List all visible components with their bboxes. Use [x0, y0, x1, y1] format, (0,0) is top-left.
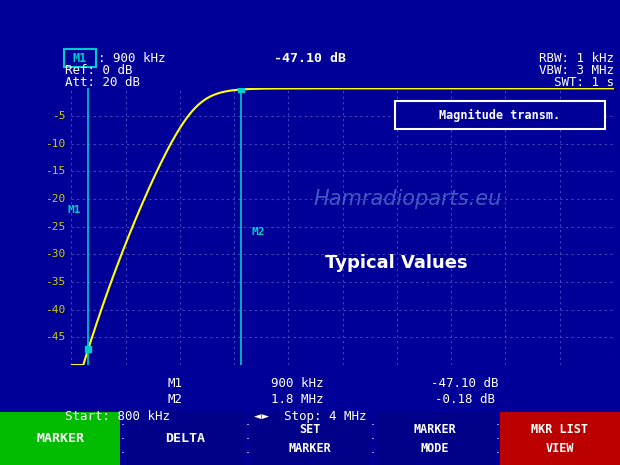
Text: M1: M1 [68, 205, 81, 215]
Text: : 900 kHz: : 900 kHz [98, 52, 166, 65]
Text: Att: 20 dB: Att: 20 dB [65, 76, 140, 89]
Text: Typical Values: Typical Values [326, 253, 468, 272]
Text: MKR LIST: MKR LIST [531, 423, 588, 436]
Text: -30: -30 [45, 249, 65, 259]
Text: ·: · [495, 447, 500, 460]
Text: MARKER: MARKER [36, 432, 84, 445]
Text: ·: · [371, 447, 374, 460]
Text: Ref: 0 dB: Ref: 0 dB [65, 64, 133, 77]
Text: M2: M2 [167, 393, 182, 406]
Text: ·: · [120, 433, 125, 446]
Text: -25: -25 [45, 222, 65, 232]
Text: -5: -5 [51, 111, 65, 121]
Text: ·: · [246, 447, 249, 460]
Text: SET: SET [299, 423, 321, 436]
Text: -47.10 dB: -47.10 dB [274, 52, 346, 65]
Text: MARKER: MARKER [414, 423, 456, 436]
Text: M1: M1 [167, 377, 182, 390]
Text: Magnitude transm.: Magnitude transm. [440, 108, 560, 122]
Text: -15: -15 [45, 166, 65, 176]
Text: ·: · [246, 433, 249, 446]
Text: -20: -20 [45, 194, 65, 204]
Text: -10: -10 [45, 139, 65, 149]
Text: Start: 800 kHz: Start: 800 kHz [65, 410, 170, 423]
Text: ·: · [120, 419, 125, 432]
Text: M1: M1 [73, 52, 87, 65]
Text: VBW: 3 MHz: VBW: 3 MHz [539, 64, 614, 77]
Text: 1.8 MHz: 1.8 MHz [272, 393, 324, 406]
Text: ·: · [495, 433, 500, 446]
Text: ·: · [371, 419, 374, 432]
Text: ·: · [120, 447, 125, 460]
Text: -47.10 dB: -47.10 dB [432, 377, 498, 390]
Text: 900 kHz: 900 kHz [272, 377, 324, 390]
Text: -45: -45 [45, 332, 65, 342]
Text: -35: -35 [45, 277, 65, 287]
Text: RBW: 1 kHz: RBW: 1 kHz [539, 52, 614, 65]
Text: -0.18 dB: -0.18 dB [435, 393, 495, 406]
Text: MARKER: MARKER [289, 443, 331, 455]
Text: ·: · [246, 419, 249, 432]
Text: MODE: MODE [421, 443, 450, 455]
Text: SWT: 1 s: SWT: 1 s [554, 76, 614, 89]
Text: -40: -40 [45, 305, 65, 315]
Text: M2: M2 [251, 227, 265, 237]
Text: DELTA: DELTA [165, 432, 205, 445]
Text: ·: · [371, 433, 374, 446]
Text: ·: · [495, 419, 500, 432]
Text: VIEW: VIEW [546, 443, 574, 455]
Text: Hamradioparts.eu: Hamradioparts.eu [314, 189, 502, 209]
Text: ◄►  Stop: 4 MHz: ◄► Stop: 4 MHz [254, 410, 366, 423]
